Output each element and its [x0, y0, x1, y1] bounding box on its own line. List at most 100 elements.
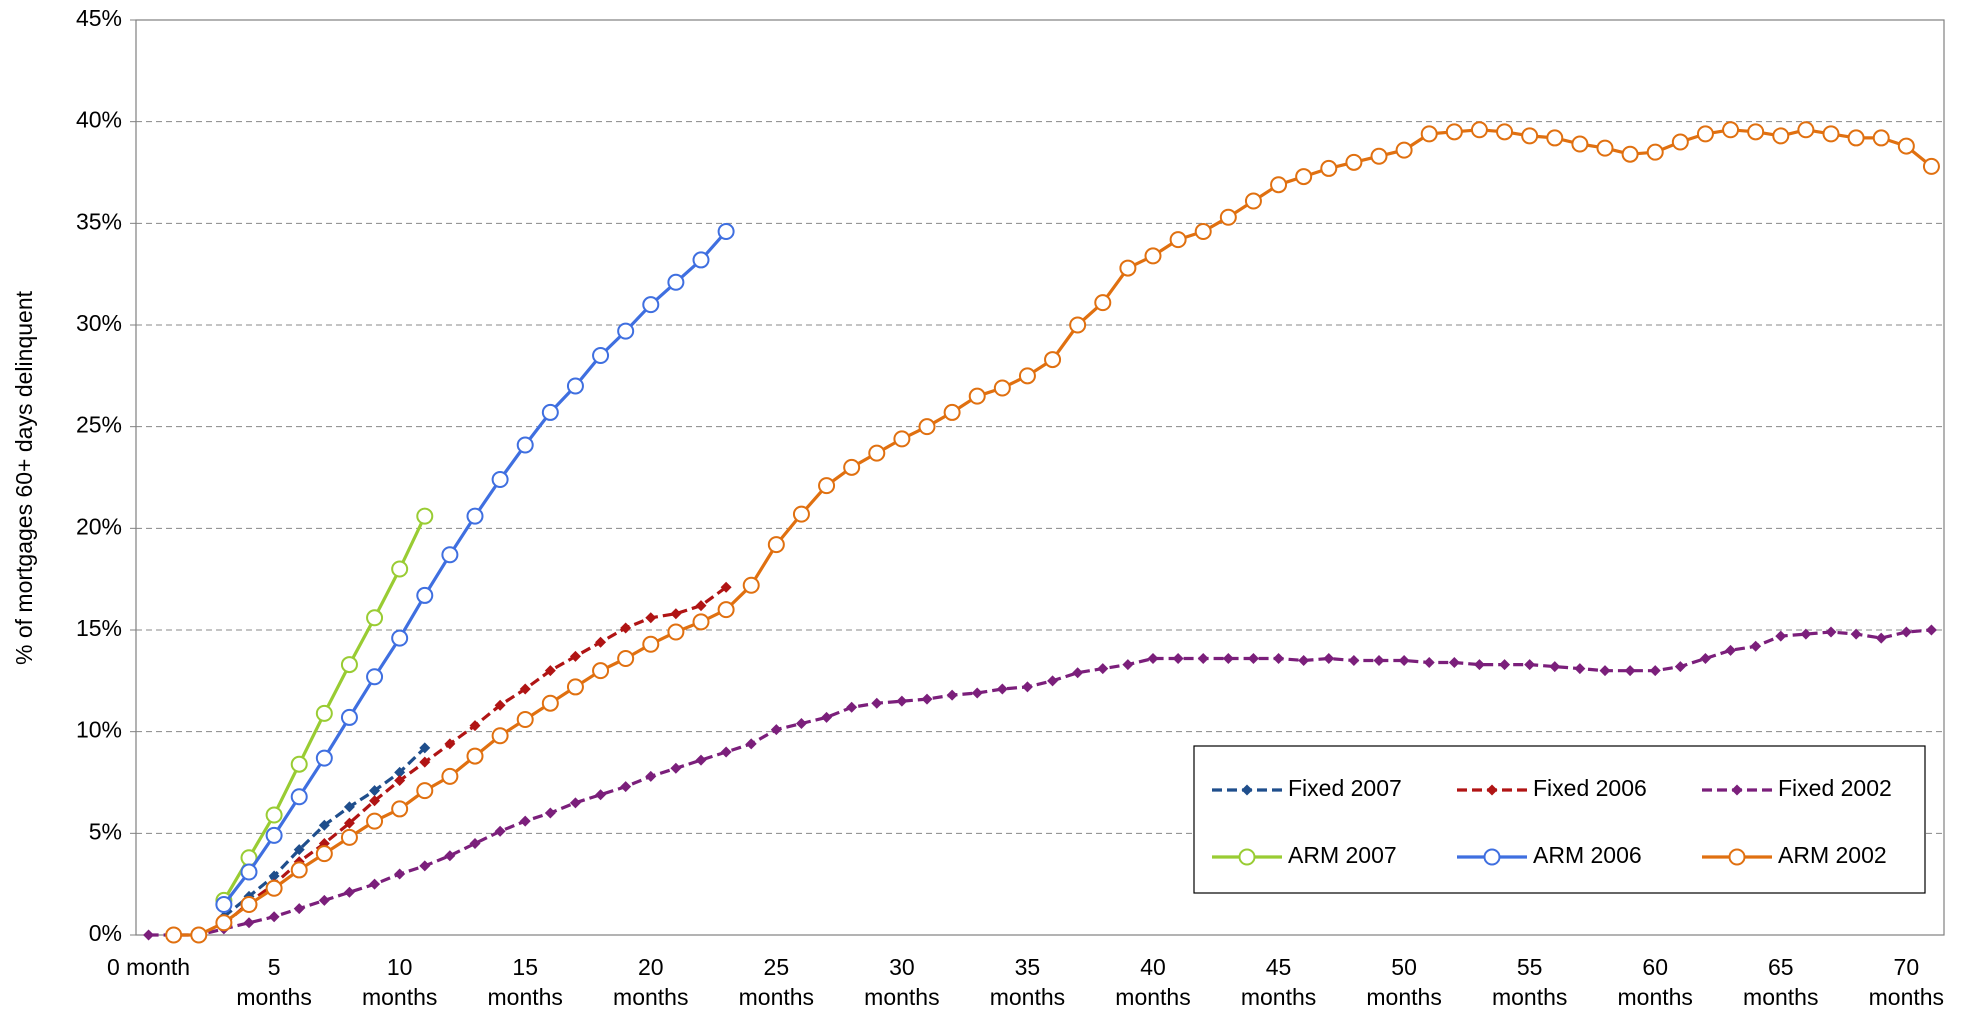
marker: [670, 608, 682, 620]
marker: [592, 347, 610, 364]
marker: [871, 697, 883, 709]
marker: [544, 807, 556, 819]
marker: [1546, 129, 1564, 147]
marker: [1445, 123, 1463, 141]
marker: [516, 710, 534, 728]
legend-label: Fixed 2007: [1288, 775, 1402, 801]
marker: [792, 505, 810, 523]
y-tick-label: 5%: [89, 818, 122, 844]
marker: [818, 477, 836, 495]
marker: [617, 649, 635, 667]
marker: [868, 444, 886, 462]
marker: [617, 322, 635, 340]
marker: [1822, 125, 1840, 143]
marker: [1370, 147, 1388, 165]
marker: [441, 546, 459, 564]
marker: [265, 826, 283, 844]
marker: [1649, 665, 1661, 677]
marker: [1483, 848, 1501, 866]
marker: [369, 795, 381, 807]
marker: [541, 694, 559, 712]
marker: [1470, 121, 1488, 139]
marker: [1499, 659, 1511, 671]
x-tick-label: 60 months: [1617, 954, 1693, 1010]
marker: [391, 800, 409, 818]
marker: [293, 844, 305, 856]
marker: [1320, 159, 1338, 177]
marker: [1521, 127, 1539, 145]
marker: [1524, 659, 1536, 671]
marker: [1097, 663, 1109, 675]
marker: [369, 878, 381, 890]
marker: [265, 879, 283, 897]
marker: [566, 377, 584, 395]
marker: [143, 929, 155, 941]
marker: [1423, 657, 1435, 669]
marker: [215, 914, 233, 932]
marker: [1671, 133, 1689, 151]
marker: [416, 586, 434, 604]
marker: [1722, 121, 1740, 139]
marker: [1621, 145, 1639, 163]
marker: [1197, 652, 1209, 664]
marker: [1238, 848, 1256, 866]
marker: [893, 430, 911, 448]
marker: [1144, 247, 1162, 265]
marker: [340, 708, 358, 726]
marker: [821, 711, 833, 723]
marker: [620, 781, 632, 793]
marker: [717, 601, 735, 619]
marker: [745, 738, 757, 750]
x-tick-label: 55 months: [1491, 954, 1568, 1010]
marker: [1674, 661, 1686, 673]
marker: [1775, 630, 1787, 642]
marker: [695, 754, 707, 766]
marker: [416, 782, 434, 800]
marker: [1172, 652, 1184, 664]
marker: [1624, 665, 1636, 677]
marker: [1323, 652, 1335, 664]
x-tick-label: 40 months: [1115, 954, 1191, 1010]
marker: [491, 727, 509, 745]
legend-label: ARM 2006: [1533, 842, 1642, 868]
marker: [996, 683, 1008, 695]
legend-label: Fixed 2002: [1778, 775, 1892, 801]
marker: [592, 662, 610, 680]
marker: [569, 650, 581, 662]
marker: [343, 801, 355, 813]
marker: [1219, 208, 1237, 226]
marker: [391, 629, 409, 647]
marker: [943, 403, 961, 421]
marker: [921, 693, 933, 705]
x-tick-label: 35 months: [989, 954, 1066, 1010]
marker: [343, 886, 355, 898]
marker: [569, 797, 581, 809]
marker: [441, 767, 459, 785]
marker: [419, 860, 431, 872]
marker: [343, 817, 355, 829]
marker: [620, 622, 632, 634]
marker: [340, 828, 358, 846]
marker: [1725, 644, 1737, 656]
marker: [1244, 192, 1262, 210]
marker: [1596, 139, 1614, 157]
marker: [846, 701, 858, 713]
marker: [516, 436, 534, 454]
legend-label: ARM 2007: [1288, 842, 1397, 868]
marker: [1398, 655, 1410, 666]
plot-area: [135, 19, 1945, 936]
marker: [494, 699, 506, 711]
x-tick-label: 10 months: [361, 954, 438, 1010]
marker: [419, 756, 431, 768]
marker: [366, 812, 384, 830]
y-tick-label: 40%: [76, 107, 122, 133]
marker: [1571, 135, 1589, 153]
marker: [366, 668, 384, 686]
x-tick-label: 30 months: [864, 954, 940, 1010]
marker: [670, 762, 682, 774]
marker: [215, 896, 233, 913]
marker: [742, 576, 760, 594]
marker: [1728, 848, 1746, 866]
marker: [315, 704, 333, 722]
